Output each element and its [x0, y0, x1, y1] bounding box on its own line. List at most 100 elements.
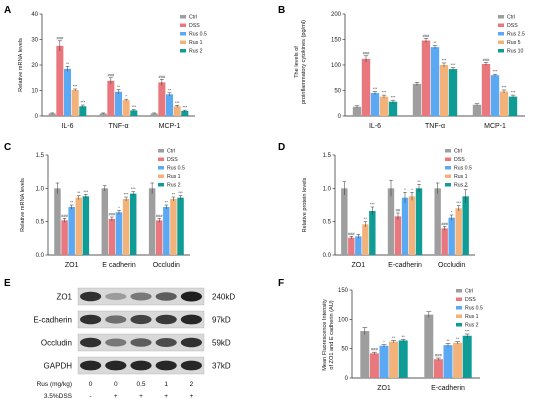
bar	[462, 196, 469, 255]
significance-label: **	[417, 179, 421, 184]
significance-label: ***	[131, 104, 136, 109]
blot-band	[155, 360, 177, 371]
legend-swatch	[445, 149, 451, 153]
bar	[398, 340, 408, 378]
legend-swatch	[498, 32, 504, 36]
y-tick-label: 50	[341, 347, 348, 353]
significance-label: ###	[109, 212, 116, 217]
y-tick-label: 200	[331, 12, 342, 18]
category-label: E-cadherin	[431, 385, 465, 392]
blot-band	[105, 338, 127, 347]
bar	[481, 63, 491, 116]
y-tick-label: 0.5	[323, 220, 332, 226]
legend-swatch	[498, 49, 504, 53]
protein-label: GAPDH	[44, 362, 73, 371]
condition-value: +	[190, 393, 194, 400]
y-axis-label: Relative mRNA levels	[18, 38, 24, 92]
y-tick-label: 0.5	[36, 220, 45, 226]
significance-label: *	[451, 210, 453, 215]
y-tick-label: 100	[338, 317, 349, 323]
legend-label: Rus 1	[465, 314, 479, 320]
y-tick-label: 0	[35, 114, 39, 120]
bar	[370, 93, 380, 116]
legend-swatch	[456, 289, 462, 293]
y-tick-label: 150	[331, 38, 342, 44]
blot-band	[105, 360, 127, 371]
bar	[455, 208, 462, 255]
condition-row-label: 3.5%DSS	[44, 393, 73, 400]
y-tick-label: 0.0	[36, 253, 45, 259]
category-label: IL-6	[369, 123, 381, 130]
significance-label: **	[364, 216, 368, 221]
blot-band	[80, 291, 102, 302]
significance-label: ***	[370, 202, 375, 207]
blot-band	[180, 314, 202, 325]
bar	[107, 80, 115, 116]
significance-label: ***	[442, 57, 447, 62]
bar	[387, 188, 395, 255]
y-axis-label: Relative protein levels	[302, 177, 308, 232]
category-label: Occludin	[438, 262, 465, 269]
panel-letter-a: A	[4, 5, 11, 16]
legend-swatch	[498, 40, 504, 44]
bar	[443, 345, 453, 378]
y-tick-label: 100	[331, 63, 342, 69]
bar	[453, 342, 463, 378]
legend-label: DSS	[454, 157, 465, 163]
panel-letter-e: E	[4, 278, 11, 289]
y-tick-label: 150	[338, 288, 349, 294]
category-label: ZO1	[352, 262, 366, 269]
y-tick-label: 1.0	[323, 186, 332, 192]
bar	[170, 199, 177, 255]
significance-label: **	[172, 192, 176, 197]
bar	[150, 113, 158, 116]
significance-label: ***	[178, 190, 183, 195]
legend-label: Rus 0.5	[454, 166, 472, 172]
condition-value: 0	[89, 381, 93, 388]
legend-swatch	[456, 297, 462, 301]
y-tick-label: 40	[31, 12, 38, 18]
category-label: E-cadherin	[388, 262, 422, 269]
bar	[421, 40, 431, 116]
bar	[54, 188, 61, 255]
bar	[369, 211, 376, 255]
significance-label: ###	[108, 72, 115, 77]
bar	[355, 236, 362, 255]
legend-swatch	[180, 15, 186, 19]
legend-label: DSS	[465, 297, 476, 303]
bar	[389, 341, 399, 378]
legend-label: Rus 2	[189, 49, 203, 55]
bar	[369, 353, 379, 378]
bar	[448, 69, 458, 116]
legend-swatch	[445, 166, 451, 170]
legend-swatch	[180, 32, 186, 36]
significance-label: ***	[511, 90, 516, 95]
bar	[362, 224, 369, 255]
legend-swatch	[180, 49, 186, 53]
bar	[430, 47, 440, 116]
significance-label: ***	[456, 200, 461, 205]
y-tick-label: 1.0	[36, 186, 45, 192]
y-tick-label: 20	[31, 63, 38, 69]
y-tick-label: 0	[338, 114, 342, 120]
category-label: TNF-α	[109, 123, 129, 130]
bar	[388, 101, 398, 116]
bar	[434, 188, 441, 255]
category-label: TNF-α	[425, 123, 445, 130]
bar	[82, 196, 90, 255]
condition-value: 1	[164, 381, 168, 388]
bar	[115, 212, 123, 255]
legend-swatch	[498, 23, 504, 27]
bar	[472, 104, 482, 116]
significance-label: ***	[391, 95, 396, 100]
legend-label: Rus 1	[167, 174, 181, 180]
legend-swatch	[180, 40, 186, 44]
significance-label: **	[165, 200, 169, 205]
legend-label: DSS	[167, 157, 178, 163]
legend-label: Rus 2	[167, 183, 181, 189]
bar	[122, 100, 130, 116]
significance-label: **	[168, 87, 172, 92]
condition-value: +	[139, 393, 143, 400]
bar	[108, 219, 116, 255]
